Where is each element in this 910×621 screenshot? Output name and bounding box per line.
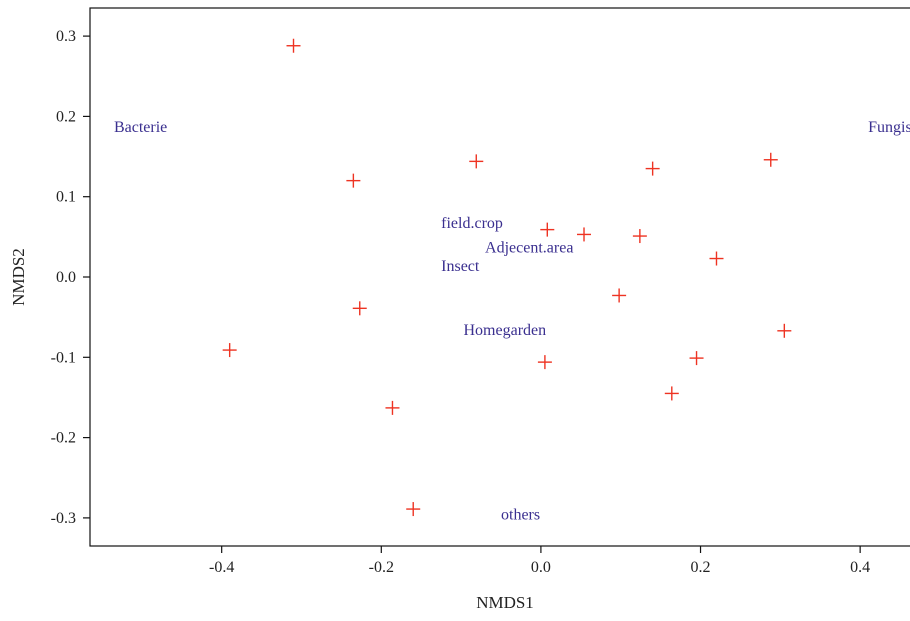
x-tick-label: 0.2 bbox=[691, 559, 711, 576]
data-point bbox=[763, 152, 778, 167]
data-point bbox=[664, 386, 679, 401]
data-point bbox=[385, 400, 400, 415]
data-point bbox=[286, 38, 301, 53]
y-tick-label: 0.3 bbox=[56, 28, 76, 45]
data-point bbox=[645, 161, 660, 176]
annotation-label: Insect bbox=[441, 258, 480, 275]
scatter-points bbox=[222, 38, 792, 517]
data-point bbox=[540, 222, 555, 237]
y-tick-label: -0.2 bbox=[51, 430, 76, 447]
annotation-label: Bacterie bbox=[114, 119, 167, 136]
x-tick-label: 0.0 bbox=[531, 559, 551, 576]
data-point bbox=[632, 229, 647, 244]
x-tick-label: -0.4 bbox=[209, 559, 234, 576]
data-point bbox=[709, 251, 724, 266]
annotation-label: Homegarden bbox=[464, 322, 547, 339]
data-point bbox=[537, 355, 552, 370]
x-tick-label: -0.2 bbox=[369, 559, 394, 576]
y-tick-label: 0.0 bbox=[56, 269, 76, 286]
plot-frame bbox=[89, 7, 910, 547]
species-labels: Bacterie Fungis field.crop Adjecent.area Ins… bbox=[114, 119, 910, 524]
data-point bbox=[777, 323, 792, 338]
y-tick-label: -0.3 bbox=[51, 510, 76, 527]
annotation-label: Fungis bbox=[868, 119, 910, 136]
data-point bbox=[352, 301, 367, 316]
annotation-label: Adjecent.area bbox=[485, 239, 573, 256]
y-tick-label: -0.1 bbox=[51, 349, 76, 366]
x-axis-title: NMDS1 bbox=[476, 593, 534, 612]
data-point bbox=[577, 227, 592, 242]
data-point bbox=[469, 154, 484, 169]
y-axis-title: NMDS2 bbox=[9, 248, 28, 306]
x-tick-label: 0.4 bbox=[850, 559, 870, 576]
x-axis: -0.4 -0.2 0.0 0.2 0.4 bbox=[209, 546, 870, 576]
annotation-label: field.crop bbox=[441, 215, 503, 232]
data-point bbox=[406, 502, 421, 517]
y-axis: 0.3 0.2 0.1 0.0 -0.1 -0.2 -0.3 bbox=[51, 28, 90, 527]
y-tick-label: 0.1 bbox=[56, 189, 76, 206]
annotation-label: others bbox=[501, 507, 540, 524]
data-point bbox=[612, 288, 627, 303]
data-point bbox=[346, 173, 361, 188]
data-point bbox=[689, 351, 704, 366]
data-point bbox=[222, 343, 237, 358]
y-tick-label: 0.2 bbox=[56, 108, 76, 125]
